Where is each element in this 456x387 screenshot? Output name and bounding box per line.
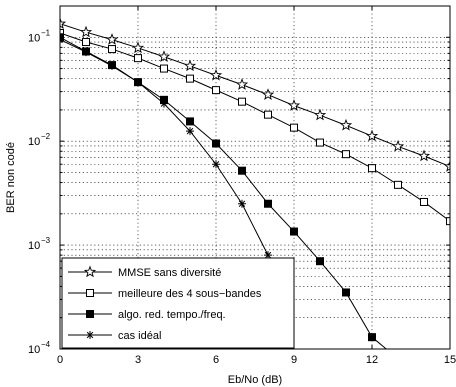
legend-label: MMSE sans diversité <box>118 267 221 279</box>
data-point <box>238 97 246 106</box>
data-point <box>186 117 194 126</box>
data-point <box>134 54 142 63</box>
data-point <box>186 74 194 83</box>
y-tick-label: 10 <box>28 32 40 44</box>
data-point <box>238 199 246 208</box>
data-point <box>60 17 67 29</box>
data-point <box>238 166 246 175</box>
data-point <box>264 110 272 119</box>
legend-label: cas idéal <box>118 330 161 342</box>
x-axis-label: Eb/No (dB) <box>228 374 282 386</box>
data-point <box>183 59 197 72</box>
y-tick-label: 10 <box>28 240 40 252</box>
data-point <box>339 118 353 131</box>
data-point <box>157 50 171 62</box>
legend-item: algo. red. tempo./freq. <box>68 309 226 321</box>
data-point <box>394 180 402 189</box>
x-tick-label: 3 <box>135 354 141 366</box>
legend-item: cas idéal <box>68 330 161 342</box>
legend-item: meilleure des 4 sous−bandes <box>68 288 262 300</box>
series-1 <box>60 17 450 172</box>
data-point <box>108 61 116 70</box>
legend-marker <box>86 289 94 297</box>
series-line <box>60 32 450 222</box>
x-tick-label: 9 <box>291 354 297 366</box>
legend-label: meilleure des 4 sous−bandes <box>118 288 262 300</box>
data-point <box>212 160 220 169</box>
data-point <box>446 217 450 226</box>
data-point <box>160 99 168 108</box>
data-point <box>186 127 194 136</box>
series-line <box>60 23 450 168</box>
data-point <box>105 33 119 45</box>
data-point <box>60 28 64 37</box>
y-tick-exponent: −3 <box>41 236 51 245</box>
data-point <box>79 25 93 38</box>
x-tick-label: 6 <box>213 354 219 366</box>
data-point <box>313 108 327 121</box>
x-tick-label: 12 <box>366 354 378 366</box>
legend: MMSE sans diversité meilleure des 4 sous−… <box>61 257 295 349</box>
data-point <box>365 129 379 142</box>
data-point <box>212 86 220 95</box>
data-point <box>368 164 376 173</box>
data-point <box>316 257 324 266</box>
legend-marker <box>86 331 94 339</box>
data-point <box>264 251 272 260</box>
data-point <box>368 333 376 342</box>
data-point <box>290 227 298 236</box>
y-tick-label: 10 <box>28 136 40 148</box>
data-point <box>417 149 431 162</box>
data-point <box>261 88 275 100</box>
legend-label: algo. red. tempo./freq. <box>118 309 226 321</box>
x-tick-label: 0 <box>57 354 63 366</box>
data-point <box>443 160 450 172</box>
y-tick-label: 10 <box>28 344 40 356</box>
series-4 <box>60 35 272 260</box>
data-point <box>235 78 249 90</box>
y-tick-exponent: −1 <box>41 28 51 37</box>
plot-frame <box>59 5 451 350</box>
y-tick-exponent: −4 <box>41 340 51 349</box>
data-point <box>290 123 298 132</box>
y-axis-label: BER non codé <box>5 142 17 213</box>
legend-item: MMSE sans diversité <box>68 265 221 279</box>
data-point <box>82 38 90 47</box>
data-point <box>82 48 90 57</box>
data-point <box>134 78 142 87</box>
data-point <box>316 138 324 147</box>
data-point <box>342 288 350 297</box>
data-point <box>342 150 350 159</box>
data-point <box>287 99 301 111</box>
legend-marker <box>83 265 97 278</box>
data-point <box>391 139 405 152</box>
data-point <box>131 41 145 54</box>
series-line <box>60 36 387 349</box>
data-point <box>420 197 428 206</box>
x-tick-label: 15 <box>444 354 456 366</box>
data-point <box>209 68 223 81</box>
data-point <box>160 64 168 73</box>
data-point <box>212 139 220 148</box>
data-point <box>108 45 116 54</box>
series-2 <box>60 28 450 226</box>
y-tick-exponent: −2 <box>41 132 51 141</box>
plot-series <box>60 17 450 349</box>
legend-marker <box>86 310 94 318</box>
data-point <box>264 199 272 208</box>
legend-box <box>61 257 295 349</box>
